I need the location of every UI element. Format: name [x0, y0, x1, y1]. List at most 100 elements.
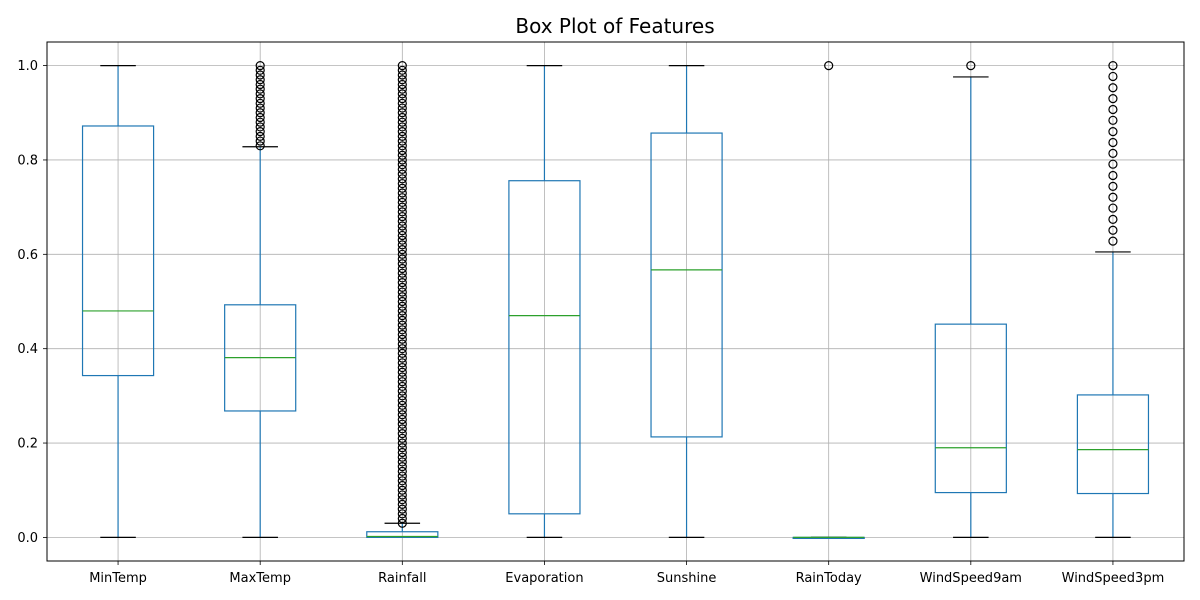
outlier-point	[397, 60, 407, 71]
outlier-point	[397, 452, 407, 462]
outlier-point	[397, 329, 407, 340]
outlier-point	[397, 301, 407, 311]
outlier-point	[397, 395, 407, 406]
outlier-point	[397, 447, 407, 458]
outlier-point	[966, 60, 976, 71]
outlier-point	[397, 65, 407, 75]
outlier-point	[1108, 159, 1118, 169]
outlier-point	[397, 414, 407, 425]
y-tick-label: 0.8	[17, 153, 38, 168]
outlier-point	[397, 259, 407, 269]
outlier-point	[255, 103, 265, 113]
outlier-point	[1108, 115, 1118, 125]
outlier-point	[397, 358, 407, 368]
outlier-point	[397, 429, 407, 439]
outlier-point	[397, 367, 407, 377]
outlier-point	[397, 513, 407, 524]
outlier-point	[397, 480, 407, 491]
outlier-point	[397, 495, 407, 505]
outlier-point	[397, 193, 407, 203]
box-iqr	[934, 323, 1007, 494]
outlier-point	[397, 443, 407, 453]
outlier-point	[255, 136, 265, 146]
outlier-point	[255, 84, 265, 94]
outlier-point	[255, 75, 265, 85]
outlier-point	[397, 164, 407, 174]
y-tick-label: 0.4	[17, 342, 38, 357]
outlier-point	[1108, 127, 1118, 137]
outlier-point	[397, 211, 407, 222]
outlier-point	[255, 94, 265, 104]
outlier-point	[1108, 225, 1118, 235]
outlier-point	[397, 108, 407, 118]
outlier-point	[397, 334, 407, 344]
outlier-point	[397, 221, 407, 231]
chart-title: Box Plot of Features	[515, 14, 714, 38]
outlier-point	[1108, 170, 1118, 181]
outlier-point	[397, 235, 407, 245]
outlier-point	[1108, 148, 1118, 158]
box-iqr	[508, 180, 581, 515]
outlier-point	[397, 391, 407, 401]
outlier-point	[397, 499, 407, 509]
outlier-point	[397, 372, 407, 382]
y-tick-label: 0.2	[17, 437, 38, 452]
y-tick-label: 0.0	[17, 531, 38, 546]
grid-layer	[47, 42, 1184, 561]
outlier-point	[255, 79, 265, 90]
outlier-point	[1108, 181, 1118, 191]
outlier-point	[397, 94, 407, 104]
outlier-point	[397, 315, 407, 325]
outlier-point	[255, 98, 265, 108]
outlier-point	[255, 108, 265, 118]
outlier-point	[397, 438, 407, 448]
outlier-point	[397, 410, 407, 420]
x-tick-label: WindSpeed9am	[920, 571, 1022, 586]
outlier-point	[397, 150, 407, 160]
outlier-point	[397, 145, 407, 156]
outlier-point	[397, 377, 407, 387]
outlier-point	[397, 268, 407, 278]
outlier-point	[397, 485, 407, 495]
x-tick-label: Sunshine	[657, 571, 717, 586]
outlier-point	[397, 353, 407, 363]
outlier-point	[397, 433, 407, 443]
outlier-point	[1108, 83, 1118, 93]
outlier-point	[255, 112, 265, 123]
x-tick-label: MaxTemp	[229, 571, 291, 586]
axis-layer: MinTemp MaxTemp Rainfall Evaporation Sunshin…	[17, 59, 1164, 586]
outlier-point	[397, 509, 407, 519]
outlier-point	[397, 155, 407, 165]
outlier-point	[397, 278, 407, 288]
outlier-point	[397, 202, 407, 212]
x-tick-label: WindSpeed3pm	[1062, 571, 1165, 586]
outlier-point	[397, 263, 407, 274]
outlier-point	[397, 79, 407, 90]
outlier-point	[255, 131, 265, 141]
outlier-point	[397, 476, 407, 486]
outlier-point	[397, 362, 407, 373]
y-tick-label: 0.6	[17, 248, 38, 263]
outlier-point	[255, 60, 265, 71]
outlier-point	[397, 292, 407, 302]
outlier-point	[397, 169, 407, 179]
outlier-point	[397, 306, 407, 316]
outlier-point	[255, 127, 265, 137]
outlier-point	[397, 466, 407, 476]
box-iqr	[650, 132, 723, 438]
outlier-point	[397, 400, 407, 410]
outlier-point	[397, 457, 407, 467]
outlier-point	[397, 311, 407, 321]
outlier-point	[397, 462, 407, 472]
outlier-point	[397, 325, 407, 335]
outlier-point	[255, 141, 265, 151]
outlier-point	[397, 490, 407, 500]
box-layer	[81, 60, 1150, 540]
outlier-point	[397, 320, 407, 330]
outlier-point	[397, 174, 407, 184]
box-iqr	[1076, 394, 1150, 495]
outlier-point	[397, 296, 407, 307]
outlier-point	[397, 471, 407, 481]
box-iqr	[81, 125, 155, 377]
